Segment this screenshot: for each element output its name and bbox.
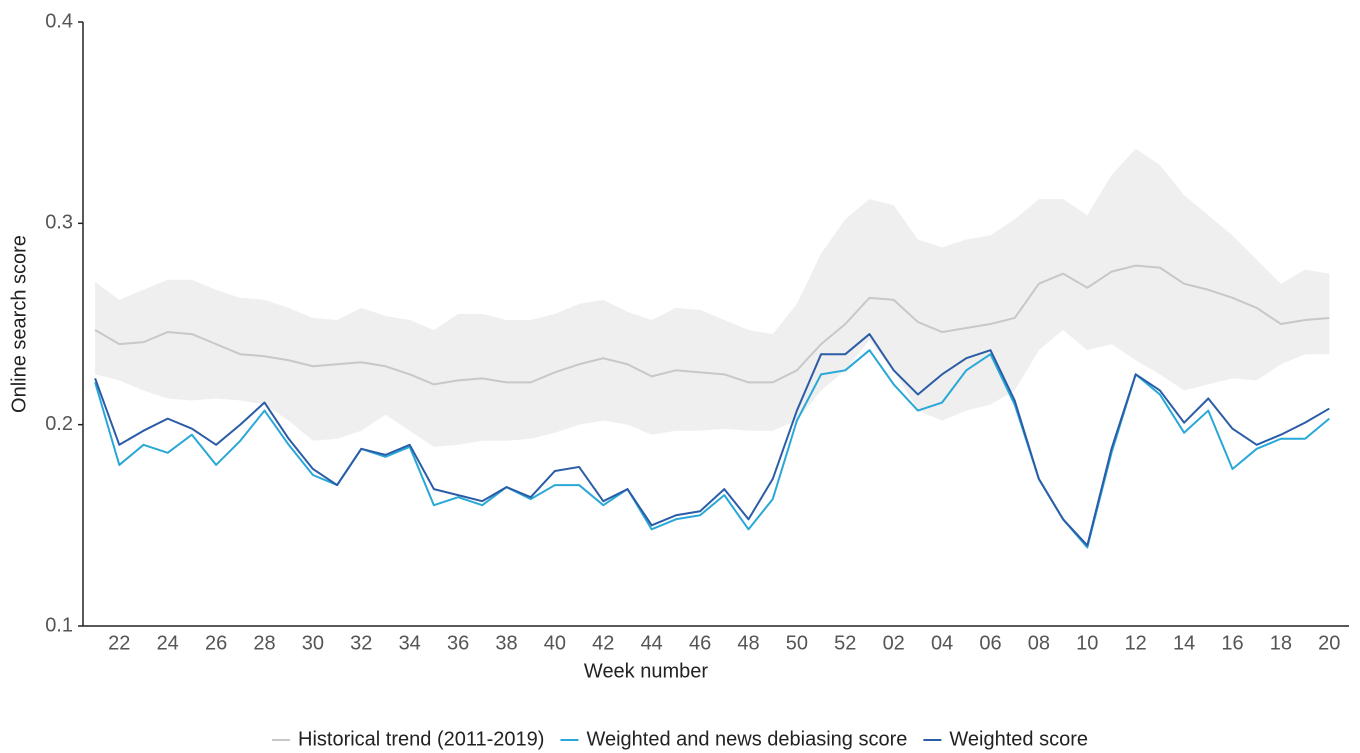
x-tick-label: 32 — [350, 632, 372, 654]
legend-label: Historical trend (2011-2019) — [298, 728, 544, 750]
legend-label: Weighted score — [949, 728, 1088, 750]
x-tick-label: 08 — [1028, 632, 1050, 654]
y-axis-title: Online search score — [8, 235, 30, 413]
x-tick-label: 06 — [979, 632, 1001, 654]
x-tick-label: 10 — [1076, 632, 1098, 654]
x-tick-label: 40 — [544, 632, 566, 654]
x-tick-label: 44 — [641, 632, 663, 654]
x-tick-label: 48 — [737, 632, 759, 654]
x-tick-label: 38 — [495, 632, 517, 654]
y-tick-label: 0.1 — [45, 614, 73, 636]
series-line — [94, 333, 1330, 547]
x-tick-label: 28 — [253, 632, 275, 654]
x-axis-title: Week number — [584, 660, 708, 682]
x-tick-label: 52 — [834, 632, 856, 654]
x-tick-label: 24 — [157, 632, 179, 654]
x-tick-label: 46 — [689, 632, 711, 654]
x-tick-label: 36 — [447, 632, 469, 654]
x-tick-label: 18 — [1270, 632, 1292, 654]
x-tick-label: 26 — [205, 632, 227, 654]
y-tick-label: 0.2 — [45, 413, 73, 435]
y-tick-label: 0.4 — [45, 10, 73, 32]
x-tick-label: 14 — [1173, 632, 1195, 654]
x-tick-label: 02 — [883, 632, 905, 654]
x-tick-label: 16 — [1221, 632, 1243, 654]
x-tick-label: 22 — [108, 632, 130, 654]
x-tick-label: 04 — [931, 632, 953, 654]
x-tick-label: 12 — [1125, 632, 1147, 654]
historical-band — [95, 148, 1330, 447]
series-line — [94, 264, 1330, 386]
legend-label: Weighted and news debiasing score — [586, 728, 907, 750]
x-tick-label: 50 — [786, 632, 808, 654]
x-tick-label: 42 — [592, 632, 614, 654]
x-tick-label: 34 — [399, 632, 421, 654]
x-tick-label: 30 — [302, 632, 324, 654]
x-tick-label: 20 — [1318, 632, 1340, 654]
y-tick-label: 0.3 — [45, 212, 73, 234]
